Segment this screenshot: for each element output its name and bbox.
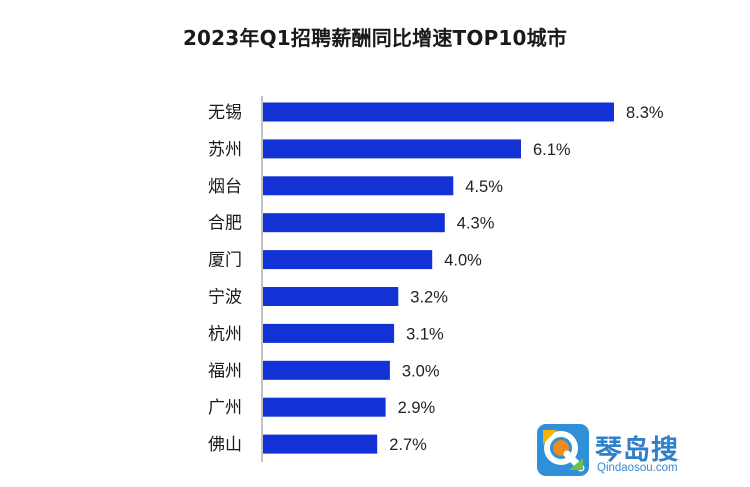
watermark-name: 琴岛搜 [595, 435, 679, 466]
qindaosou-logo-icon [537, 424, 589, 476]
category-label: 杭州 [208, 324, 242, 344]
category-label: 合肥 [208, 214, 242, 234]
value-label: 6.1% [533, 141, 571, 159]
value-label: 3.0% [402, 362, 440, 380]
bar [263, 287, 399, 306]
category-label: 宁波 [208, 288, 242, 308]
bar [263, 139, 521, 159]
bar [263, 360, 390, 380]
bar [263, 434, 378, 454]
bar [263, 397, 386, 417]
bar [263, 213, 445, 233]
watermark: 琴岛搜 Qindaosou.com [537, 424, 697, 480]
category-label: 佛山 [208, 435, 242, 455]
value-label: 4.3% [457, 215, 495, 233]
value-label: 4.5% [465, 178, 503, 196]
value-label: 3.1% [406, 325, 444, 343]
value-label: 2.7% [389, 436, 427, 454]
bars-layer: 无锡 8.3% 苏州 6.1% 烟台 4.5% 合肥 4.3% 厦门 4.0% 宁波 3.2% 杭州 3.… [208, 102, 664, 455]
value-label: 2.9% [398, 399, 436, 417]
category-label: 厦门 [208, 251, 242, 271]
category-label: 广州 [208, 398, 242, 418]
bar [263, 250, 433, 270]
value-label: 4.0% [444, 252, 482, 270]
category-label: 烟台 [208, 177, 242, 197]
category-label: 苏州 [208, 140, 242, 160]
chart-title: 2023年Q1招聘薪酬同比增速TOP10城市 [182, 26, 568, 50]
bar [263, 323, 395, 343]
bar [263, 102, 614, 122]
category-label: 福州 [208, 361, 242, 381]
value-label: 8.3% [626, 104, 664, 122]
category-label: 无锡 [208, 103, 242, 123]
bar [263, 176, 454, 196]
value-label: 3.2% [410, 289, 448, 307]
watermark-url: Qindaosou.com [597, 462, 678, 474]
